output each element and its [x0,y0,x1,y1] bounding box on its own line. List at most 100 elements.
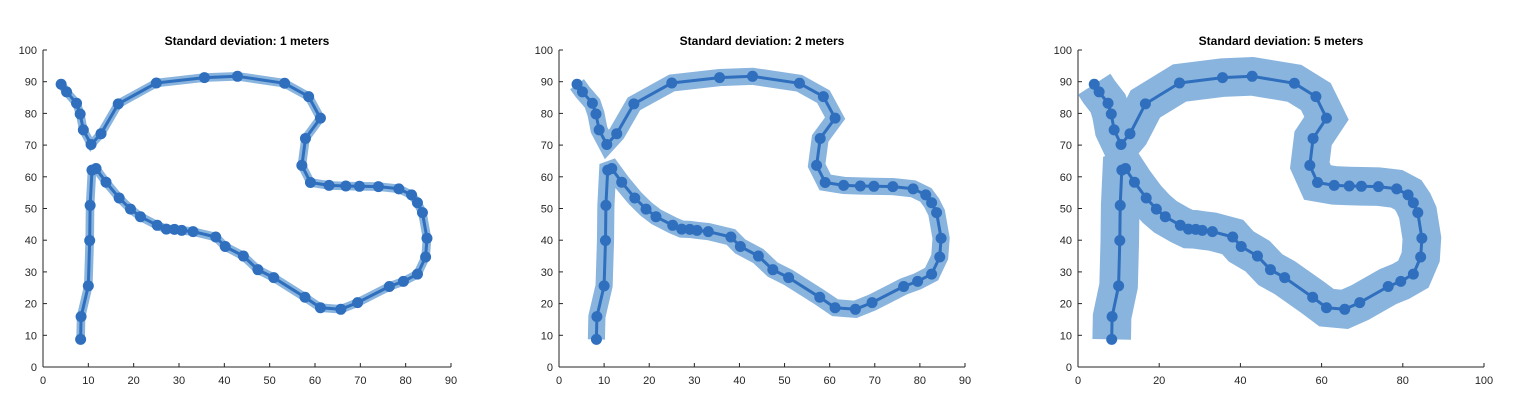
y-tick-label: 90 [1060,77,1072,89]
trajectory-point [112,98,124,110]
trajectory-point [747,70,759,82]
trajectory-point [1128,176,1140,188]
trajectory-point [676,223,688,235]
y-tick-label: 30 [541,267,553,279]
trajectory-point [393,183,405,195]
trajectory-point [817,91,829,103]
trajectory-point [599,235,611,247]
trajectory-point [640,203,652,215]
trajectory-point [934,251,946,263]
trajectory-point [84,199,96,211]
trajectory-point [1395,275,1407,287]
trajectory-point [702,226,714,238]
trajectory-point [628,98,640,110]
y-tick-label: 60 [1060,172,1072,184]
x-tick-label: 50 [264,375,276,387]
x-tick-label: 70 [354,375,366,387]
trajectory-point [734,241,746,253]
trajectory-point [231,70,243,82]
trajectory-point [134,211,146,223]
y-tick-label: 100 [1054,45,1072,57]
y-tick-label: 40 [1060,235,1072,247]
trajectory-point [767,264,779,276]
trajectory-point [77,124,89,136]
trajectory-point [1114,235,1126,247]
trajectory-point [421,232,433,244]
x-tick-label: 100 [1475,375,1493,387]
trajectory-point [219,241,231,253]
y-tick-label: 30 [1060,267,1072,279]
trajectory-point [866,297,878,309]
trajectory-point [811,159,823,171]
y-tick-label: 10 [1060,330,1072,342]
trajectory-point [1407,268,1419,280]
x-tick-label: 80 [400,375,412,387]
trajectory-point [1114,199,1126,211]
trajectory-point [85,138,97,150]
trajectory-point [353,180,365,192]
y-tick-label: 60 [25,172,37,184]
trajectory-point [1246,70,1258,82]
trajectory-point [237,250,249,262]
trajectory-point [1140,192,1152,204]
y-tick-label: 40 [25,235,37,247]
trajectory-point [1412,207,1424,219]
trajectory-point [714,72,726,84]
trajectory-point [1150,203,1162,215]
y-tick-label: 30 [25,267,37,279]
trajectory-point [1106,311,1118,323]
trajectory-point [590,108,602,120]
trajectory-point [75,333,87,345]
trajectory-point [304,177,316,189]
x-tick-label: 0 [1075,375,1081,387]
trajectory-point [1088,78,1100,90]
trajectory-point [590,333,602,345]
trajectory-point [100,176,112,188]
y-tick-label: 20 [541,299,553,311]
chart-title: Standard deviation: 2 meters [680,34,845,48]
trajectory-point [1102,97,1114,109]
trajectory-point [1105,108,1117,120]
trajectory-point [838,179,850,191]
trajectory-point [187,226,199,238]
trajectory-point [1227,231,1239,243]
y-tick-label: 10 [541,330,553,342]
trajectory-point [124,203,136,215]
trajectory-point [113,192,125,204]
trajectory-point [314,302,326,314]
trajectory-point [210,231,222,243]
trajectory-point [95,128,107,140]
x-tick-label: 30 [173,375,185,387]
trajectory-point [725,231,737,243]
chart-title: Standard deviation: 1 meters [165,34,330,48]
trajectory-point [854,180,866,192]
chart-title: Standard deviation: 5 meters [1199,34,1364,48]
trajectory-point [814,132,826,144]
x-tick-label: 50 [778,375,790,387]
x-tick-label: 60 [1315,375,1327,387]
y-tick-label: 70 [1060,140,1072,152]
trajectory-point [411,197,423,209]
trajectory-point [1320,112,1332,124]
trajectory-point [268,272,280,284]
x-tick-label: 80 [914,375,926,387]
trajectory-point [650,211,662,223]
trajectory-point [151,219,163,231]
trajectory-point [935,232,947,244]
trajectory-point [198,72,210,84]
trajectory-point [1115,138,1127,150]
trajectory-point [1355,180,1367,192]
trajectory-point [1196,224,1208,236]
trajectory-point [406,189,418,201]
trajectory-point [819,177,831,189]
trajectory-point [1312,177,1324,189]
trajectory-point [1402,189,1414,201]
trajectory-point [814,291,826,303]
trajectory-point [691,224,703,236]
trajectory-point [1288,77,1300,89]
trajectory-point [898,280,910,292]
trajectory-point [829,302,841,314]
y-tick-label: 70 [541,140,553,152]
trajectory-point [90,163,102,175]
